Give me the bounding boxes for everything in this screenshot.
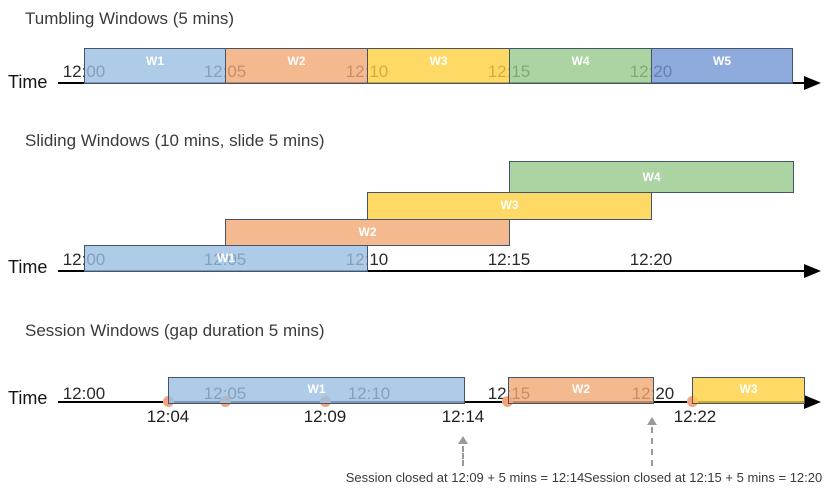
session-window-w1 [168,377,465,404]
tumbling-window-w3 [367,48,510,84]
tumbling-window-w4 [509,48,652,84]
event-time-label: 12:09 [303,407,347,426]
annotation-arrow-line [462,446,464,466]
tumbling-window-label: W5 [713,54,731,68]
sliding-tick: 12:15 [487,250,531,269]
sliding-window-w4 [509,161,794,193]
tumbling-window-w5 [651,48,793,84]
session-section-title: Session Windows (gap duration 5 mins) [25,321,325,340]
arrow-up-icon [647,417,657,425]
tumbling-section-title: Tumbling Windows (5 mins) [25,9,235,28]
sliding-window-label: W2 [358,225,377,239]
sliding-window-label: W1 [217,251,235,265]
sliding-window-w2 [225,219,510,246]
sliding-window-label: W4 [642,170,661,184]
sliding-tick: 12:20 [629,250,673,269]
event-dot [502,396,513,407]
event-time-label: 12:22 [673,407,717,426]
tumbling-window-w1 [84,48,226,84]
sliding-time-axis-label: Time [8,257,48,277]
tumbling-window-label: W1 [146,54,164,68]
sliding-window-w1 [84,245,368,272]
sliding-window-label: W3 [500,198,519,212]
tumbling-window-label: W3 [429,54,448,68]
session-window-label: W3 [739,382,758,396]
tumbling-window-label: W2 [287,54,306,68]
event-time-label: 12:04 [146,407,190,426]
tumbling-window-label: W4 [571,54,590,68]
session-close-annotation: Session closed at 12:09 + 5 mins = 12:14 [345,470,585,485]
session-window-w2 [508,377,654,404]
session-window-w3 [692,377,805,404]
tumbling-time-axis-label: Time [8,72,48,92]
session-window-label: W2 [572,382,590,396]
annotation-arrow-line [651,427,653,466]
sliding-timeline [58,270,806,272]
session-tick: 12:00 [62,384,106,403]
session-close-annotation: Session closed at 12:15 + 5 mins = 12:20 [583,470,823,485]
sliding-section-title: Sliding Windows (10 mins, slide 5 mins) [25,131,325,150]
session-arrow-right-icon [804,395,821,409]
session-time-axis-label: Time [8,388,48,408]
session-window-label: W1 [307,382,326,396]
tumbling-window-w2 [225,48,368,84]
tumbling-arrow-right-icon [804,76,821,90]
event-time-label: 12:14 [441,407,485,426]
arrow-up-icon [458,436,468,444]
sliding-arrow-right-icon [804,264,821,278]
